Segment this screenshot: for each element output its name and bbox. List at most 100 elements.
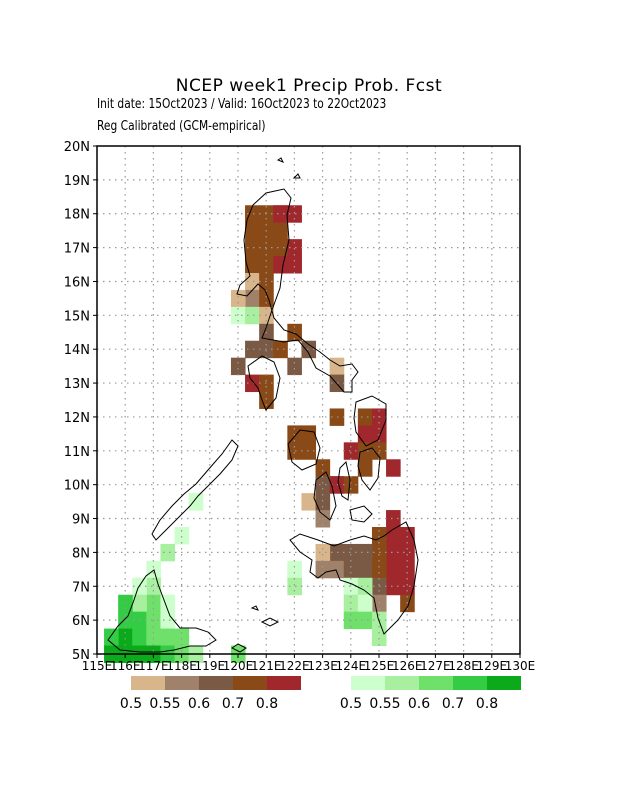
prob-cell (245, 340, 260, 359)
prob-cell (357, 425, 373, 443)
above-normal-legend-swatch (351, 676, 385, 690)
prob-cell (371, 560, 387, 579)
prob-cell (329, 476, 345, 494)
below-normal-legend-swatch (131, 676, 165, 690)
below-normal-legend-label: 0.8 (256, 696, 278, 712)
prob-cell (357, 611, 373, 630)
prob-cell (287, 560, 302, 579)
prob-cell (329, 408, 345, 426)
lat-tick-label: 9N (72, 513, 90, 528)
prob-cell (245, 239, 260, 257)
prob-cell (259, 256, 274, 274)
prob-cell (357, 408, 373, 426)
lon-tick-label: 115E (82, 659, 113, 673)
above-normal-legend-swatch (385, 676, 419, 690)
prob-cell (230, 306, 246, 325)
prob-cell (287, 357, 302, 376)
prob-cell (259, 391, 274, 409)
lat-tick-label: 14N (64, 343, 90, 358)
lon-tick-label: 126E (392, 659, 423, 673)
prob-cell (301, 442, 317, 460)
mindanao-coast (289, 521, 419, 635)
negros-coast (313, 471, 337, 521)
prob-cell (329, 357, 345, 376)
samar-coast (353, 395, 387, 447)
palawan-coast (151, 439, 239, 541)
lon-tick-label: 118E (166, 659, 197, 673)
northern-islets (276, 157, 301, 179)
prob-cell (273, 256, 288, 274)
lon-tick-label: 119E (195, 659, 226, 673)
prob-cell (146, 560, 161, 579)
prob-cell (273, 340, 288, 359)
prob-cell (118, 628, 133, 647)
lon-tick-label: 120E (223, 659, 254, 673)
map-frame (96, 145, 521, 655)
forecast-dates: Init date: 15Oct2023 / Valid: 16Oct2023 … (97, 97, 387, 112)
lat-tick-label: 13N (64, 377, 90, 392)
lon-tick-label: 122E (279, 659, 310, 673)
prob-cell (301, 493, 317, 511)
prob-cell (188, 493, 204, 511)
lat-tick-label: 17N (64, 242, 90, 257)
prob-cell (329, 560, 345, 579)
above-normal-legend-label: 0.6 (408, 696, 430, 712)
luzon-coast (236, 188, 359, 393)
prob-cell (146, 628, 161, 647)
prob-cell (160, 628, 176, 647)
prob-cell (273, 222, 288, 240)
prob-cell (386, 543, 401, 562)
prob-cell (343, 560, 359, 579)
probability-cells (104, 205, 415, 663)
prob-cell (343, 476, 359, 494)
prob-cell (245, 289, 260, 308)
lon-tick-label: 127E (420, 659, 451, 673)
prob-cell (315, 543, 331, 562)
prob-cell (245, 306, 260, 325)
lat-tick-label: 5N (72, 648, 90, 663)
lat-tick-label: 6N (72, 614, 90, 629)
lon-tick-label: 129E (477, 659, 508, 673)
prob-cell (315, 493, 331, 511)
prob-cell (400, 527, 415, 545)
prob-cell (357, 459, 373, 477)
prob-cell (386, 577, 401, 596)
lon-tick-label: 130E (505, 659, 536, 673)
prob-cell (245, 374, 260, 393)
prob-cell (357, 594, 373, 613)
lat-tick-label: 8N (72, 546, 90, 561)
prob-cell (245, 205, 260, 223)
below-normal-legend-swatch (165, 676, 199, 690)
lon-tick-label: 121E (251, 659, 282, 673)
prob-cell (301, 340, 317, 359)
calibration-method: Reg Calibrated (GCM-empirical) (97, 119, 266, 134)
prob-cell (315, 476, 331, 494)
prob-cell (343, 442, 359, 460)
lat-tick-label: 7N (72, 580, 90, 595)
prob-cell (343, 543, 359, 562)
prob-cell (329, 543, 345, 562)
lat-tick-label: 16N (64, 275, 90, 290)
prob-cell (287, 256, 302, 274)
prob-cell (230, 289, 246, 308)
above-normal-legend-swatch (419, 676, 453, 690)
lat-tick-label: 11N (64, 445, 90, 460)
prob-cell (386, 510, 401, 528)
lon-tick-label: 124E (336, 659, 367, 673)
mindoro-coast (247, 355, 281, 411)
below-normal-legend-swatch (199, 676, 233, 690)
prob-cell (357, 577, 373, 596)
prob-cell (174, 628, 190, 647)
lon-tick-label: 128E (448, 659, 479, 673)
coastlines (107, 157, 419, 653)
prob-cell (400, 560, 415, 579)
prob-cell (357, 560, 373, 579)
lat-tick-label: 10N (64, 479, 90, 494)
prob-cell (230, 357, 246, 376)
above-normal-legend-label: 0.8 (476, 696, 498, 712)
above-normal-legend-label: 0.7 (442, 696, 464, 712)
prob-cell (245, 256, 260, 274)
map-title: NCEP week1 Precip Prob. Fcst (175, 76, 443, 96)
prob-cell (160, 543, 176, 562)
